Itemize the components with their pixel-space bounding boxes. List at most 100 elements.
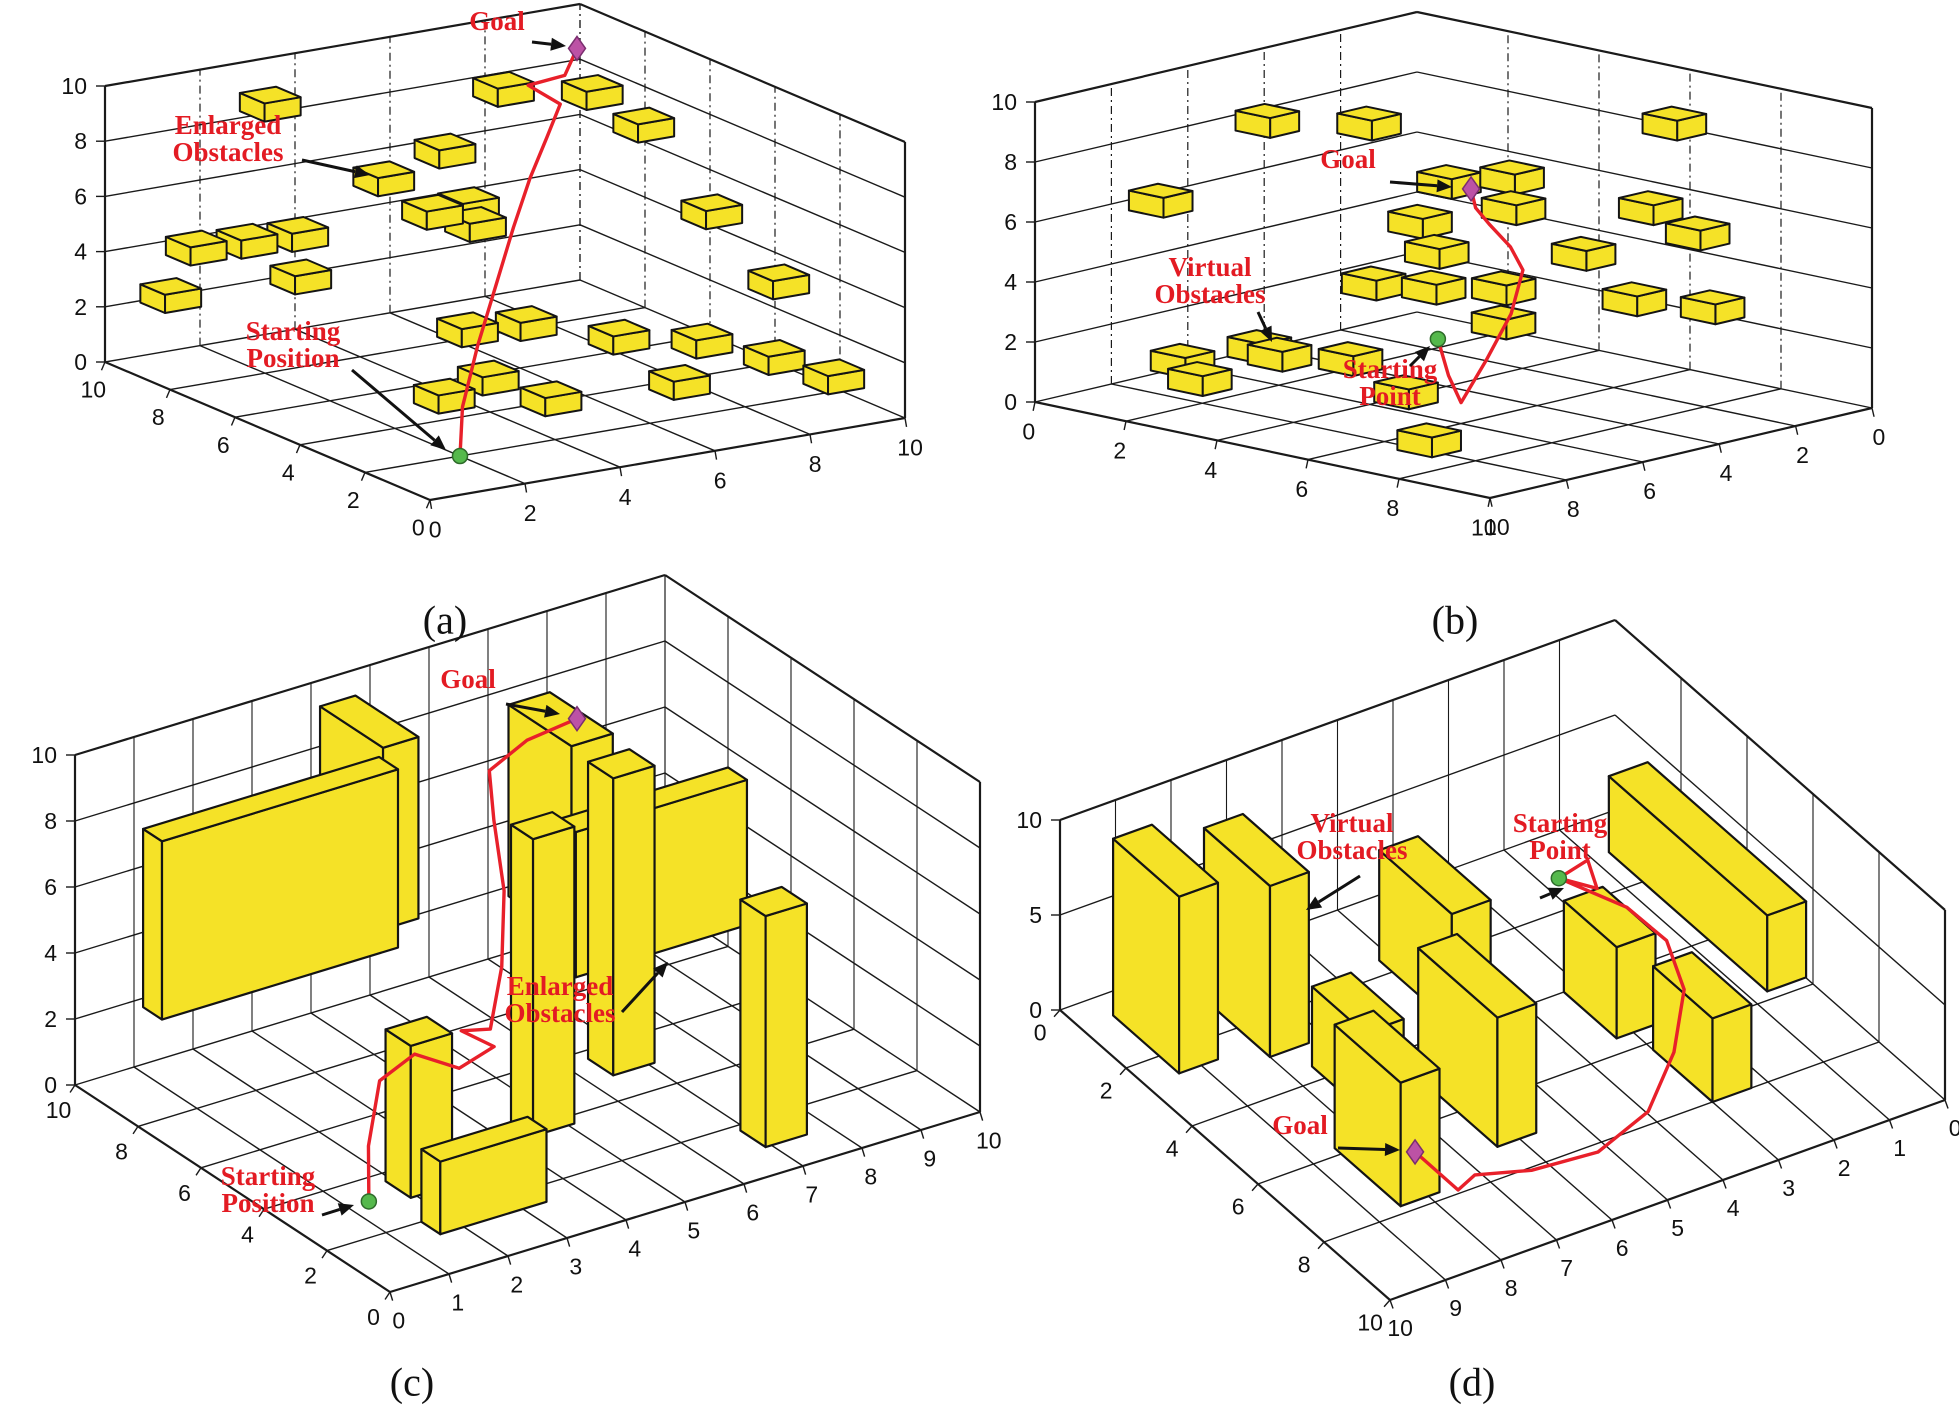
svg-text:0: 0 <box>392 1308 405 1334</box>
svg-text:8: 8 <box>115 1138 128 1164</box>
svg-text:4: 4 <box>628 1236 641 1262</box>
caption-a: (a) <box>422 597 468 643</box>
annotation-start-label-c: Starting Position <box>221 1161 354 1218</box>
svg-text:2: 2 <box>347 487 360 513</box>
svg-text:6: 6 <box>1004 209 1017 235</box>
start-marker-c <box>360 1193 378 1210</box>
annotation-obstacles-label-a: Enlarged Obstacles <box>173 110 370 179</box>
svg-text:10: 10 <box>897 435 923 461</box>
svg-text:0: 0 <box>74 349 87 375</box>
svg-text:4: 4 <box>282 459 295 485</box>
svg-text:6: 6 <box>74 183 87 209</box>
svg-text:Goal: Goal <box>1272 1110 1328 1140</box>
planned-path-b <box>1436 187 1525 405</box>
caption-c: (c) <box>389 1359 435 1405</box>
svg-text:10: 10 <box>1387 1315 1413 1341</box>
svg-text:6: 6 <box>1616 1235 1629 1261</box>
subplot-d: 0 2 4 6 8 10 0 1 2 3 4 5 6 7 8 9 10 0 5 10 Virtual Obstacles S… <box>1016 618 1959 1341</box>
svg-text:8: 8 <box>44 808 57 834</box>
svg-text:2: 2 <box>1004 329 1017 355</box>
annotation-goal-label-d: Goal <box>1272 1110 1400 1157</box>
svg-text:6: 6 <box>714 467 727 493</box>
start-marker-d <box>1550 869 1568 887</box>
svg-text:8: 8 <box>152 404 165 430</box>
svg-text:2: 2 <box>74 294 87 320</box>
goal-marker-c <box>567 705 587 732</box>
svg-text:6: 6 <box>1295 476 1308 502</box>
svg-text:10: 10 <box>1471 514 1497 540</box>
svg-text:10: 10 <box>991 89 1017 115</box>
svg-text:4: 4 <box>1720 460 1733 486</box>
annotation-obstacles-label-d: Virtual Obstacles <box>1297 808 1408 910</box>
svg-text:8: 8 <box>74 128 87 154</box>
annotation-start-label-a: Starting Position <box>246 316 446 450</box>
svg-text:6: 6 <box>44 874 57 900</box>
svg-text:Goal: Goal <box>469 6 525 36</box>
subplot-b: 0 2 4 6 8 10 0 2 4 6 8 10 0 2 4 6 8 10 Goal Virtual Obstacle… <box>991 10 1885 540</box>
svg-text:10: 10 <box>1357 1310 1383 1336</box>
svg-text:1: 1 <box>1893 1135 1906 1161</box>
svg-text:8: 8 <box>1386 495 1399 521</box>
svg-text:Goal: Goal <box>1320 144 1376 174</box>
svg-text:8: 8 <box>864 1164 877 1190</box>
caption-d: (d) <box>1448 1359 1496 1405</box>
annotation-start-label-d: Starting Point <box>1513 808 1608 900</box>
start-marker-b <box>1429 330 1447 348</box>
annotation-start-label-b: Starting Point <box>1343 346 1438 411</box>
svg-text:10: 10 <box>61 73 87 99</box>
obstacles-b <box>1127 102 1746 459</box>
svg-text:6: 6 <box>1643 478 1656 504</box>
svg-text:Goal: Goal <box>440 664 496 694</box>
svg-text:1: 1 <box>451 1290 464 1316</box>
planned-path-c <box>366 716 579 1204</box>
svg-text:8: 8 <box>809 451 822 477</box>
goal-marker-a <box>567 35 587 62</box>
svg-text:6: 6 <box>746 1200 759 1226</box>
annotation-obstacles-label-c: Enlarged Obstacles <box>505 962 668 1028</box>
svg-text:6: 6 <box>178 1180 191 1206</box>
obstacles-d <box>1111 761 1808 1208</box>
planned-path-a <box>458 46 579 458</box>
svg-text:4: 4 <box>1727 1195 1740 1221</box>
annotation-goal-label-a: Goal <box>469 6 566 51</box>
svg-text:4: 4 <box>619 484 632 510</box>
svg-text:10: 10 <box>976 1128 1002 1154</box>
svg-text:4: 4 <box>1166 1136 1179 1162</box>
svg-text:0: 0 <box>412 515 425 541</box>
svg-text:4: 4 <box>74 239 87 265</box>
annotation-goal-label-b: Goal <box>1320 144 1452 193</box>
svg-text:0: 0 <box>1022 418 1035 444</box>
svg-text:0: 0 <box>367 1304 380 1330</box>
svg-text:0: 0 <box>1034 1020 1047 1046</box>
svg-text:2: 2 <box>1796 442 1809 468</box>
obstacles-c <box>142 691 809 1236</box>
svg-text:2: 2 <box>524 500 537 526</box>
svg-text:10: 10 <box>80 377 106 403</box>
svg-text:0: 0 <box>1872 424 1885 450</box>
svg-text:3: 3 <box>1782 1175 1795 1201</box>
planned-path-d <box>1413 858 1686 1192</box>
svg-text:4: 4 <box>44 940 57 966</box>
axes-d: 0 2 4 6 8 10 0 1 2 3 4 5 6 7 8 9 10 0 5 10 <box>1016 807 1959 1341</box>
svg-text:2: 2 <box>1113 438 1126 464</box>
svg-text:5: 5 <box>1671 1215 1684 1241</box>
svg-text:6: 6 <box>1232 1194 1245 1220</box>
svg-text:2: 2 <box>510 1272 523 1298</box>
svg-text:10: 10 <box>31 742 57 768</box>
svg-text:10: 10 <box>1016 807 1042 833</box>
annotation-goal-label-c: Goal <box>440 664 560 718</box>
svg-text:0: 0 <box>1004 389 1017 415</box>
svg-text:5: 5 <box>687 1218 700 1244</box>
